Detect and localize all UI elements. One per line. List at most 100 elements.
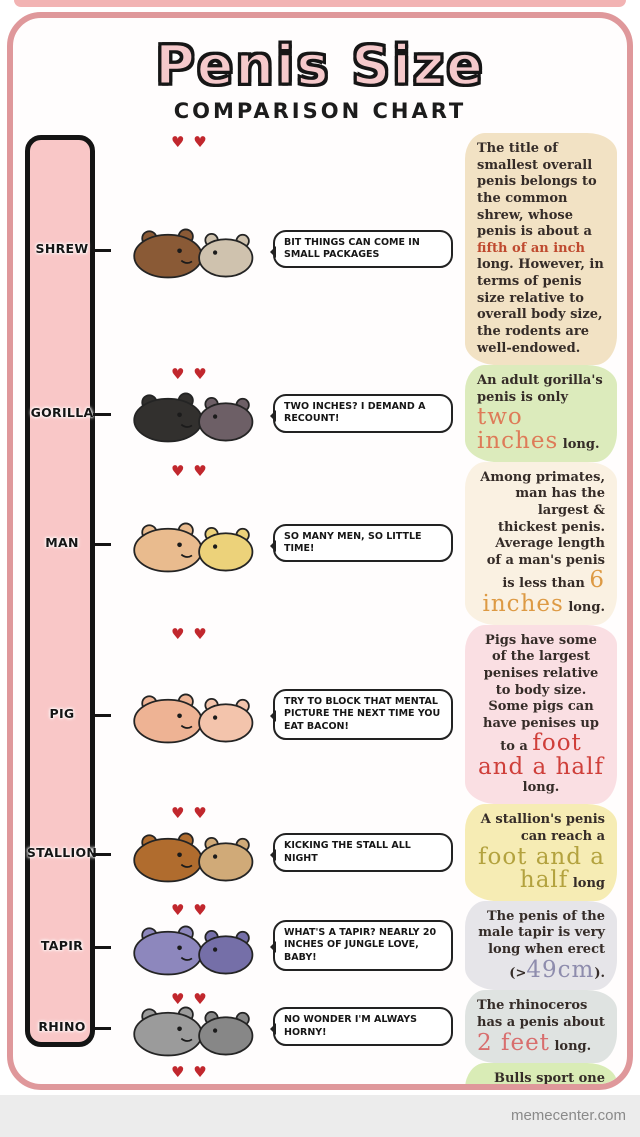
animal-left: [133, 832, 203, 882]
row-label: GORILLA: [30, 405, 94, 421]
animal-left: [133, 392, 203, 443]
page-title: Penis Size: [154, 33, 485, 99]
fact-before: Pigs have some of the largest penises re…: [483, 632, 599, 755]
animal-icon: [133, 1006, 254, 1057]
fact-after: ).: [594, 965, 605, 981]
fact-before: The title of smallest overall penis belo…: [477, 141, 597, 240]
animal-illustration: ♥ ♥: [117, 1063, 267, 1084]
hearts-icon: ♥ ♥: [171, 624, 209, 643]
animal-icon: [133, 693, 254, 744]
comparison-chart: SHREW ♥ ♥ BIT THING: [13, 133, 627, 1084]
speech-bubble: NO WONDER I'M ALWAYS HORNY!: [270, 1007, 453, 1047]
ruler-tick-icon: [93, 714, 111, 718]
fact-highlight: foot and a half: [478, 730, 604, 780]
animal-row: GORILLA ♥ ♥ TWO INC: [31, 365, 617, 462]
animal-right: [198, 1010, 254, 1056]
animal-illustration: ♥ ♥: [117, 804, 267, 901]
speech-bubble-text: TWO INCHES? I DEMAND A RECOUNT!: [284, 401, 426, 425]
fact-text: Among primates, man has the largest & th…: [465, 461, 617, 625]
hearts-icon: ♥ ♥: [171, 461, 209, 480]
fact-text: An adult gorilla's penis is only two inc…: [465, 365, 617, 462]
animal-right: [198, 929, 254, 974]
animal-row: RHINO ♥ ♥ NO WONDER: [38, 990, 617, 1064]
animal-row: STALLION ♥ ♥ KICKIN: [27, 804, 617, 901]
animal-right: [198, 397, 254, 442]
row-label: PIG: [49, 706, 75, 722]
row-label: SHREW: [35, 240, 89, 256]
speech-bubble: TWO INCHES? I DEMAND A RECOUNT!: [270, 394, 453, 433]
row-label: RHINO: [38, 1018, 86, 1034]
fact-highlight: 2 feet: [477, 1029, 550, 1056]
fact-text: A stallion's penis can reach a foot and …: [465, 804, 617, 901]
animal-icon: [133, 522, 254, 573]
fact-after: long.: [522, 779, 560, 795]
fact-text: The title of smallest overall penis belo…: [465, 133, 617, 366]
fact-before: The rhinoceros has a penis about: [477, 998, 605, 1030]
row-label: MAN: [45, 534, 79, 550]
row-label: STALLION: [26, 844, 98, 860]
hearts-icon: ♥ ♥: [171, 133, 209, 151]
animal-illustration: ♥ ♥: [117, 133, 267, 365]
hearts-icon: ♥ ♥: [171, 1063, 209, 1082]
animal-row: BULL ♥ ♥ GRAB A BUL: [117, 1063, 617, 1084]
speech-bubble-text: SO MANY MEN, SO LITTLE TIME!: [284, 530, 422, 555]
animal-left: [133, 925, 203, 975]
fact-highlight: two inches: [477, 404, 559, 454]
speech-bubble: WHAT'S A TAPIR? NEARLY 20 INCHES OF JUNG…: [270, 919, 453, 972]
animal-row: SHREW ♥ ♥ BIT THING: [36, 133, 617, 366]
ruler-tick-icon: [93, 1026, 111, 1030]
animal-icon: [133, 832, 254, 882]
ruler-tick-icon: [93, 249, 111, 253]
fact-text: The penis of the male tapir is very long…: [465, 900, 617, 991]
hearts-icon: ♥ ♥: [171, 990, 209, 1009]
fact-before: An adult gorilla's penis is only: [477, 373, 603, 405]
speech-bubble-text: BIT THINGS CAN COME IN SMALL PACKAGES: [284, 236, 420, 261]
animal-icon: [133, 228, 254, 279]
animal-illustration: ♥ ♥: [117, 365, 267, 462]
fact-before: The penis of the male tapir is very long…: [478, 908, 605, 981]
speech-bubble-text: TRY TO BLOCK THAT MENTAL PICTURE THE NEX…: [284, 695, 441, 732]
animal-icon: [133, 925, 254, 975]
animal-left: [133, 1006, 203, 1057]
fact-highlight: 6 inches: [482, 567, 605, 617]
hearts-icon: ♥ ♥: [171, 365, 209, 384]
hearts-icon: ♥ ♥: [171, 804, 209, 823]
animal-left: [133, 693, 203, 744]
row-label: TAPIR: [40, 937, 84, 953]
chart-card: Penis Size COMPARISON CHART SHREW ♥ ♥: [7, 12, 633, 1090]
fact-highlight: 49cm: [526, 956, 595, 983]
watermark: memecenter.com: [0, 1095, 640, 1137]
fact-after: long.: [558, 437, 600, 452]
animal-illustration: ♥ ♥: [117, 462, 267, 625]
fact-after: long.: [549, 1038, 592, 1054]
ruler-tick-icon: [93, 413, 111, 417]
animal-row: PIG ♥ ♥ TRY TO BLOC: [50, 624, 617, 805]
hearts-icon: ♥ ♥: [171, 900, 209, 919]
animal-illustration: ♥ ♥: [117, 625, 267, 805]
fact-after: long: [568, 876, 605, 892]
speech-bubble: SO MANY MEN, SO LITTLE TIME!: [270, 523, 453, 563]
fact-highlight: foot and a half: [477, 843, 605, 894]
speech-bubble: KICKING THE STALL ALL NIGHT: [270, 833, 453, 872]
animal-left: [133, 522, 203, 573]
fact-text: The rhinoceros has a penis about 2 feet …: [465, 990, 617, 1064]
fact-highlight: fifth of an inch: [477, 240, 585, 256]
speech-bubble-text: WHAT'S A TAPIR? NEARLY 20 INCHES OF JUNG…: [284, 926, 437, 963]
animal-left: [133, 228, 203, 279]
ruler-tick-icon: [93, 543, 111, 547]
fact-text: Bulls sport one of the largest penises i…: [465, 1063, 617, 1084]
page-subtitle: COMPARISON CHART: [173, 99, 467, 123]
animal-right: [198, 698, 254, 743]
ruler-tick-icon: [93, 945, 111, 949]
fact-text: Pigs have some of the largest penises re…: [465, 624, 617, 805]
fact-after: long. However, in terms of penis size re…: [477, 257, 604, 356]
animal-illustration: ♥ ♥: [117, 901, 267, 991]
animal-right: [198, 527, 254, 572]
fact-before: A stallion's penis can reach a: [480, 812, 605, 844]
animal-right: [198, 233, 254, 278]
rows: SHREW ♥ ♥ BIT THING: [27, 133, 617, 1084]
animal-row: TAPIR ♥ ♥ WHAT'S A: [41, 900, 617, 991]
speech-bubble: TRY TO BLOCK THAT MENTAL PICTURE THE NEX…: [270, 688, 453, 740]
ruler-tick-icon: [93, 852, 111, 856]
ruler-bar: [25, 135, 95, 1047]
